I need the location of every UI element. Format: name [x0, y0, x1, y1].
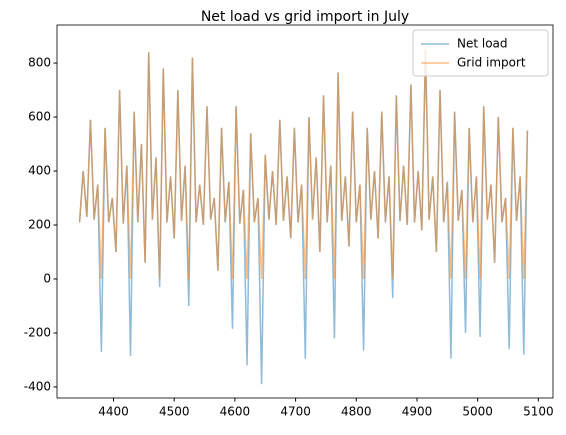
y-tick-label: 200: [28, 217, 51, 231]
plot-frame: [56, 24, 554, 399]
x-tick-label: 4400: [98, 405, 129, 419]
y-tick-label: 600: [28, 110, 51, 124]
legend-box: [412, 29, 549, 77]
x-tick-label: 4900: [402, 405, 433, 419]
legend: Net load Grid import: [412, 29, 549, 77]
x-tick-label: 5100: [523, 405, 554, 419]
y-tick-label: 0: [43, 271, 51, 285]
legend-label: Grid import: [457, 56, 526, 70]
legend-label: Net load: [457, 37, 508, 51]
chart-title: Net load vs grid import in July: [201, 9, 409, 25]
y-tick-label: -200: [24, 325, 51, 339]
series-line: [78, 49, 529, 280]
x-tick-label: 5000: [462, 405, 493, 419]
y-tick-label: -400: [24, 379, 51, 393]
x-tick-label: 4700: [280, 405, 311, 419]
x-tick-label: 4500: [159, 405, 190, 419]
y-tick-label: 800: [28, 56, 51, 70]
y-tick-label: 400: [28, 164, 51, 178]
x-tick-label: 4800: [341, 405, 372, 419]
x-tick-label: 4600: [220, 405, 251, 419]
